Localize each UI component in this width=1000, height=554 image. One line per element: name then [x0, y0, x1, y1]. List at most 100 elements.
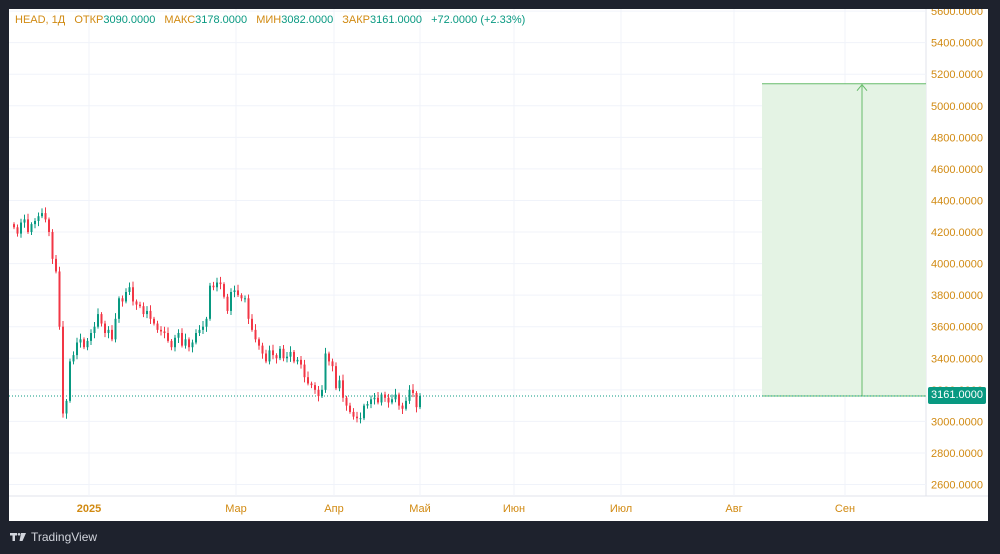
candle — [226, 296, 229, 311]
candle — [268, 350, 271, 362]
y-tick-label: 3800.0000 — [931, 290, 983, 302]
candle — [13, 224, 15, 228]
x-tick-label: Июл — [610, 503, 632, 515]
candle — [139, 304, 141, 307]
candle — [359, 418, 362, 420]
y-tick-label: 5200.0000 — [931, 69, 983, 81]
candle — [97, 314, 99, 327]
candle — [205, 318, 208, 327]
candle — [125, 291, 127, 302]
candle — [338, 380, 341, 389]
x-tick-label: Сен — [835, 503, 855, 515]
candle — [261, 345, 264, 354]
candle — [163, 331, 166, 334]
candle — [331, 361, 334, 367]
close-label: ЗАКР — [342, 14, 371, 26]
y-tick-label: 2800.0000 — [931, 448, 983, 460]
y-tick-label: 4800.0000 — [931, 132, 983, 144]
candle — [23, 219, 26, 223]
candle — [230, 291, 232, 311]
candle — [219, 282, 222, 285]
candle — [324, 353, 327, 390]
symbol-label[interactable]: HEAD, 1Д — [15, 14, 66, 26]
x-tick-label: Авг — [725, 503, 742, 515]
x-tick-label: 2025 — [77, 503, 101, 515]
close-value: 3161.0000 — [370, 14, 423, 26]
footer-bar: TradingView — [0, 521, 1000, 554]
candle — [111, 329, 113, 340]
y-tick-label: 4600.0000 — [931, 164, 983, 176]
candle — [412, 389, 414, 393]
candle — [156, 323, 159, 330]
candle — [370, 399, 372, 405]
y-tick-label: 4000.0000 — [931, 259, 983, 271]
low-value: 3082.0000 — [281, 14, 334, 26]
candle — [83, 339, 85, 348]
candle — [16, 227, 19, 234]
candle — [142, 306, 145, 315]
candle — [356, 416, 358, 419]
candle — [328, 353, 330, 362]
candle — [34, 220, 36, 225]
candle — [65, 400, 68, 414]
projection-zone — [762, 83, 926, 396]
y-tick-label: 5600.0000 — [931, 9, 983, 18]
candle — [41, 213, 43, 217]
candle — [307, 377, 309, 384]
x-tick-label: Июн — [503, 503, 525, 515]
candle — [79, 339, 82, 343]
candle — [51, 232, 54, 259]
tradingview-logo-icon — [10, 533, 26, 541]
chart-area[interactable]: 2600.00002800.00003000.00003200.00003400… — [9, 9, 988, 521]
candle — [289, 351, 292, 357]
y-tick-label: 2600.0000 — [931, 480, 983, 492]
candle — [398, 394, 400, 406]
candle — [20, 222, 22, 234]
candle — [335, 366, 337, 389]
candle — [377, 397, 379, 403]
candle — [118, 298, 120, 319]
candle — [296, 359, 299, 362]
candle — [401, 405, 404, 409]
y-tick-label: 5400.0000 — [931, 38, 983, 50]
candle — [244, 298, 246, 300]
candle — [279, 348, 281, 359]
x-tick-label: Апр — [324, 503, 343, 515]
candle — [247, 298, 250, 319]
candle — [27, 219, 29, 233]
candle — [237, 290, 239, 296]
candle — [317, 389, 320, 397]
candle — [76, 342, 78, 356]
candle — [254, 329, 257, 340]
candle — [265, 353, 267, 362]
brand-link[interactable]: TradingView — [10, 530, 97, 544]
candle — [352, 411, 355, 417]
candle — [100, 314, 103, 324]
price-chart[interactable]: 2600.00002800.00003000.00003200.00003400… — [9, 9, 988, 521]
candle — [37, 216, 40, 221]
candle — [342, 380, 344, 398]
candle — [191, 342, 194, 348]
y-tick-label: 3000.0000 — [931, 416, 983, 428]
candle — [321, 389, 323, 397]
candle — [146, 310, 148, 315]
candle — [258, 339, 260, 346]
candle — [48, 219, 50, 233]
candle — [198, 329, 201, 334]
candle — [349, 405, 351, 412]
ohlc-legend: HEAD, 1Д ОТКР3090.0000 МАКС3178.0000 МИН… — [15, 14, 525, 26]
change-value: +72.0000 (+2.33%) — [431, 14, 526, 26]
candle — [303, 364, 306, 378]
candle — [149, 310, 152, 319]
candle — [93, 326, 96, 334]
y-tick-label: 5000.0000 — [931, 101, 983, 113]
candle — [272, 350, 274, 356]
candle — [223, 284, 225, 297]
candle — [58, 271, 61, 327]
candle — [286, 356, 288, 359]
high-label: МАКС — [164, 14, 196, 26]
open-value: 3090.0000 — [103, 14, 156, 26]
candle — [177, 333, 180, 338]
candle — [195, 333, 197, 343]
candle — [104, 323, 106, 334]
